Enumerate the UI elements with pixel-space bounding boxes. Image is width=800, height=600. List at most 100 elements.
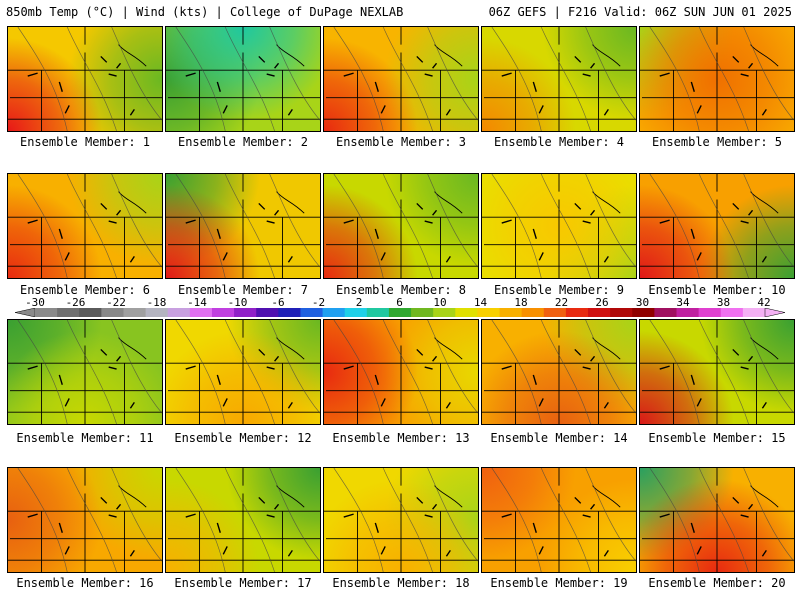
- ensemble-member-label: Ensemble Member: 15: [648, 431, 786, 445]
- colorbar-tick-label: 34: [676, 296, 690, 309]
- height-contours: [17, 174, 162, 278]
- wind-barbs: [27, 348, 135, 409]
- wind-barbs: [343, 496, 451, 557]
- height-contours: [333, 320, 478, 424]
- ensemble-member-map: [639, 319, 795, 425]
- height-contours: [491, 27, 636, 131]
- wind-barbs: [27, 496, 135, 557]
- colorbar-swatch: [278, 308, 301, 317]
- state-boundaries: [482, 320, 636, 424]
- state-boundaries: [8, 27, 162, 131]
- colorbar-tick-label: -22: [106, 296, 126, 309]
- colorbar-tick-label: 38: [716, 296, 731, 309]
- height-contours: [17, 320, 162, 424]
- ensemble-member-label: Ensemble Member: 4: [493, 135, 625, 149]
- height-contours: [175, 174, 320, 278]
- state-boundaries: [640, 27, 794, 131]
- ensemble-member-label: Ensemble Member: 17: [174, 576, 312, 590]
- colorbar-swatch: [344, 308, 368, 317]
- ensemble-member-label: Ensemble Member: 6: [19, 283, 151, 297]
- state-boundaries: [8, 468, 162, 572]
- ensemble-member-map: [323, 26, 479, 132]
- colorbar-tick-label: 6: [396, 296, 403, 309]
- height-contours: [649, 468, 794, 572]
- state-boundaries: [640, 174, 794, 278]
- temperature-field-map: [166, 320, 320, 424]
- colorbar-swatch: [654, 308, 678, 317]
- height-contours: [333, 468, 478, 572]
- colorbar-swatch: [167, 308, 191, 317]
- temperature-field-map: [324, 174, 478, 278]
- colorbar-swatch: [499, 308, 523, 317]
- colorbar-min-arrow: [15, 308, 36, 317]
- wind-barbs: [659, 202, 767, 263]
- height-contours: [649, 174, 794, 278]
- colorbar-swatch: [411, 308, 434, 317]
- state-boundaries: [482, 468, 636, 572]
- height-contours: [333, 174, 478, 278]
- height-contours: [17, 468, 162, 572]
- colorbar-tick-label: 42: [757, 296, 771, 309]
- state-boundaries: [166, 27, 320, 131]
- temperature-field-map: [324, 468, 478, 572]
- ensemble-member-map: [639, 26, 795, 132]
- temperature-field-map: [8, 468, 162, 572]
- ensemble-member-map: [165, 173, 321, 279]
- height-contours: [491, 320, 636, 424]
- wind-barbs: [185, 496, 293, 557]
- ensemble-member-label: Ensemble Member: 20: [648, 576, 786, 590]
- state-boundaries: [166, 468, 320, 572]
- colorbar-tick-label: 14: [473, 296, 488, 309]
- height-contours: [17, 27, 162, 131]
- ensemble-member-label: Ensemble Member: 8: [335, 283, 467, 297]
- model-run-info: 06Z GEFS | F216 Valid: 06Z SUN JUN 01 20…: [488, 5, 792, 19]
- wind-barbs: [343, 348, 451, 409]
- height-contours: [175, 27, 320, 131]
- colorbar-tick-label: -6: [271, 296, 285, 309]
- ensemble-member-map: [481, 319, 637, 425]
- colorbar-tick-label: -18: [146, 296, 167, 309]
- temperature-field-map: [482, 174, 636, 278]
- ensemble-member-map: [7, 319, 163, 425]
- ensemble-member-label: Ensemble Member: 10: [648, 283, 786, 297]
- temperature-field-map: [166, 27, 320, 131]
- colorbar-swatch: [455, 308, 478, 317]
- colorbar-swatch: [720, 308, 744, 317]
- wind-barbs: [185, 348, 293, 409]
- colorbar-swatch: [388, 308, 412, 317]
- wind-barbs: [27, 55, 135, 116]
- ensemble-member-map: [323, 173, 479, 279]
- colorbar-swatch: [322, 308, 346, 317]
- wind-barbs: [343, 55, 451, 116]
- ensemble-member-map: [481, 26, 637, 132]
- ensemble-member-label: Ensemble Member: 13: [332, 431, 470, 445]
- state-boundaries: [640, 320, 794, 424]
- ensemble-member-label: Ensemble Member: 3: [335, 135, 467, 149]
- wind-barbs: [501, 348, 609, 409]
- wind-barbs: [659, 496, 767, 557]
- ensemble-member-map: [165, 467, 321, 573]
- ensemble-member-map: [7, 173, 163, 279]
- temperature-field-map: [640, 27, 794, 131]
- colorbar-swatch: [565, 308, 589, 317]
- colorbar-swatch: [698, 308, 722, 317]
- state-boundaries: [324, 27, 478, 131]
- state-boundaries: [482, 27, 636, 131]
- colorbar-swatch: [300, 308, 324, 317]
- state-boundaries: [482, 174, 636, 278]
- colorbar-tick-label: -10: [227, 296, 248, 309]
- temperature-field-map: [8, 174, 162, 278]
- ensemble-member-map: [323, 467, 479, 573]
- temperature-field-map: [8, 27, 162, 131]
- ensemble-member-map: [323, 319, 479, 425]
- temperature-field-map: [324, 320, 478, 424]
- colorbar-tick-label: 18: [514, 296, 528, 309]
- ensemble-member-map: [165, 26, 321, 132]
- colorbar-tick-label: -14: [187, 296, 207, 309]
- colorbar-swatch: [256, 308, 279, 317]
- colorbar-labels: -30 -26 -22 -18 -14 -10 -6 -2 2 6 10 14 18 22 26 30 34 38…: [0, 296, 800, 309]
- colorbar-swatch: [433, 308, 456, 317]
- colorbar-swatch: [189, 308, 213, 317]
- state-boundaries: [166, 320, 320, 424]
- colorbar-tick-label: 22: [554, 296, 569, 309]
